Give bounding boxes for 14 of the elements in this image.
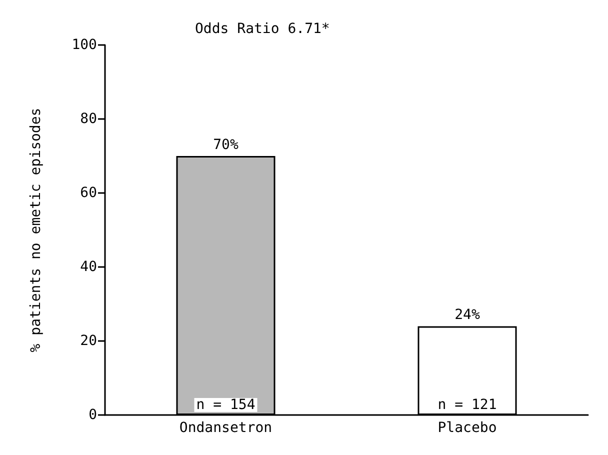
annotation: n = 154 <box>196 397 256 413</box>
x-tick-label: Placebo <box>438 420 497 436</box>
y-tick-label: 20 <box>80 333 97 349</box>
data-label: 70% <box>213 137 239 153</box>
text: Odds Ratio 6.71* <box>195 21 330 37</box>
y-axis-title: % patients no emetic episodes <box>28 108 44 352</box>
data-label: 24% <box>454 307 480 324</box>
y-tick-label: 80 <box>80 111 97 127</box>
y-tick-label: 100 <box>72 37 97 53</box>
annotation: n = 121 <box>438 397 497 413</box>
x-tick-label: Ondansetron <box>179 420 272 436</box>
y-tick-label: 0 <box>88 407 97 423</box>
y-tick-label: 40 <box>80 259 97 275</box>
y-tick-label: 60 <box>80 185 97 201</box>
